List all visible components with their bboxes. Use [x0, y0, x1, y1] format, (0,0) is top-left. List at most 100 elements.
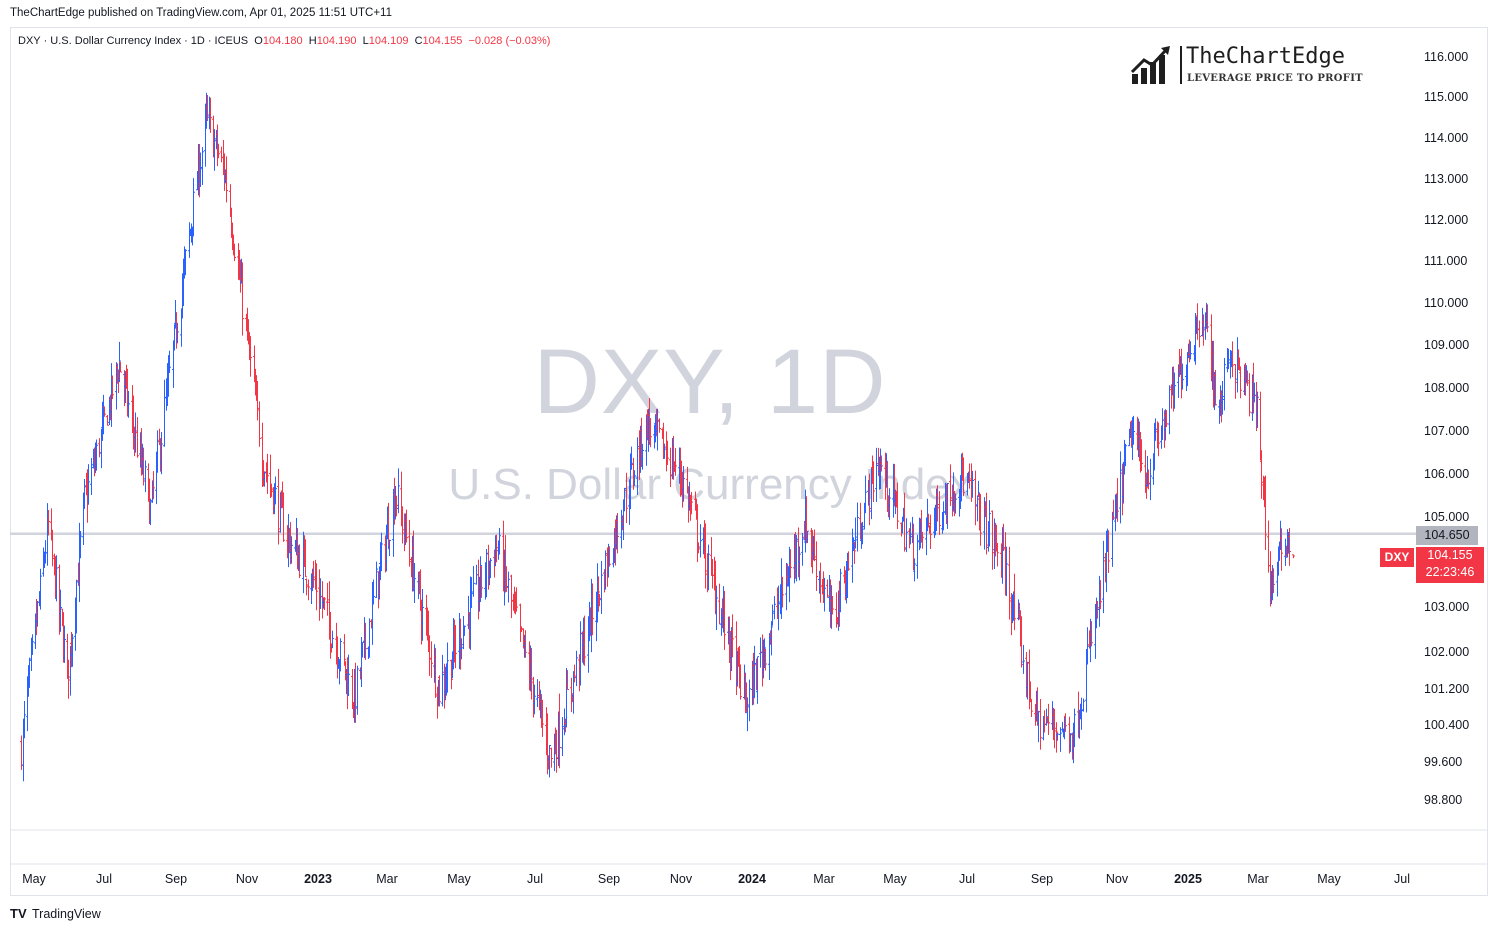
- ohlc-bar: [697, 542, 700, 554]
- ohlc-bar: [872, 461, 875, 502]
- ohlc-bar: [1198, 320, 1201, 348]
- ohlc-bar: [938, 491, 941, 535]
- ohlc-bar: [163, 379, 166, 447]
- ohlc-bar: [971, 470, 974, 498]
- ohlc-bar: [127, 391, 130, 418]
- ohlc-bar: [305, 578, 308, 596]
- time-tick-label: May: [883, 872, 907, 886]
- ohlc-bar: [225, 156, 228, 203]
- ohlc-bar: [1013, 573, 1016, 631]
- ohlc-bar: [213, 129, 216, 171]
- legend-symbol[interactable]: DXY: [18, 35, 41, 47]
- ohlc-bar: [347, 654, 350, 696]
- ohlc-bar: [1234, 363, 1237, 399]
- ohlc-bar: [298, 544, 301, 578]
- ohlc-bar: [136, 417, 139, 458]
- brand-name: TheChartEdge: [1186, 44, 1345, 69]
- ohlc-bar: [1124, 443, 1127, 467]
- ohlc-bar: [217, 143, 220, 159]
- ohlc-bar: [28, 657, 31, 688]
- ohlc-bar: [266, 453, 269, 494]
- ohlc-bar: [1239, 366, 1242, 399]
- price-tick-label: 101.200: [1424, 682, 1470, 696]
- ohlc-bar: [149, 498, 152, 526]
- ohlc-bar: [290, 536, 293, 564]
- symbol-price-tag: DXY: [1380, 548, 1414, 567]
- ohlc-bar: [968, 463, 971, 489]
- legend-open: 104.180: [262, 35, 303, 47]
- ohlc-bar: [176, 322, 179, 344]
- price-tick-label: 115.000: [1424, 90, 1469, 104]
- ohlc-bar: [823, 577, 826, 612]
- brand-divider: [1180, 46, 1182, 84]
- ohlc-bar: [1116, 478, 1119, 522]
- ohlc-bar: [604, 550, 607, 590]
- price-tick-label: 114.000: [1424, 131, 1469, 145]
- ohlc-bar: [95, 439, 98, 471]
- ohlc-bar: [401, 506, 404, 544]
- ohlc-bar: [1082, 698, 1085, 712]
- ohlc-bar: [1246, 370, 1249, 386]
- time-tick-label: Nov: [235, 872, 259, 886]
- legend-close: 104.155: [422, 35, 463, 47]
- price-tick-label: 110.000: [1424, 296, 1469, 310]
- ohlc-bar: [753, 645, 756, 698]
- last-price-value: 104.155: [1427, 548, 1473, 562]
- ohlc-bar: [331, 630, 334, 649]
- ohlc-bar: [1272, 568, 1275, 594]
- ohlc-bar: [103, 406, 106, 417]
- ohlc-bar: [430, 641, 433, 678]
- ohlc-bar: [861, 521, 864, 545]
- legend-high: 104.190: [316, 35, 357, 47]
- ohlc-bar: [134, 412, 137, 453]
- ohlc-bar: [421, 589, 424, 641]
- ohlc-bar: [277, 468, 280, 545]
- ohlc-bar: [454, 625, 457, 669]
- ohlc-bar: [813, 529, 816, 562]
- time-tick-label: Sep: [164, 872, 188, 886]
- ohlc-bar: [450, 659, 453, 690]
- ohlc-bar: [583, 615, 586, 666]
- ohlc-bars: [20, 92, 1295, 782]
- price-tick-label: 109.000: [1424, 338, 1470, 352]
- ohlc-bar: [304, 539, 307, 578]
- ohlc-bar: [485, 549, 488, 598]
- ohlc-bar: [974, 470, 977, 526]
- ohlc-bar: [47, 509, 50, 536]
- ohlc-bar: [909, 522, 912, 545]
- ohlc-bar: [1149, 458, 1152, 501]
- ohlc-bar: [875, 447, 878, 502]
- ohlc-bar: [1056, 732, 1059, 741]
- ohlc-bar: [789, 549, 792, 579]
- horizontal-line-price-tag: 104.650: [1416, 526, 1478, 545]
- ohlc-bar: [851, 528, 854, 583]
- ohlc-bar: [472, 565, 475, 597]
- brand-logo: TheChartEdge LEVERAGE PRICE TO PROFIT: [1130, 44, 1390, 88]
- ohlc-bar: [936, 485, 939, 522]
- ohlc-bar: [39, 568, 42, 610]
- ohlc-bar: [991, 510, 994, 570]
- ohlc-bar: [575, 650, 578, 687]
- ohlc-bar: [1231, 341, 1234, 378]
- time-tick-label: Mar: [1247, 872, 1269, 886]
- ohlc-bar: [715, 585, 718, 630]
- ohlc-bar: [839, 568, 842, 613]
- ohlc-bar: [566, 670, 569, 691]
- tradingview-footer[interactable]: TV TradingView: [10, 906, 101, 921]
- ohlc-bar: [67, 659, 70, 699]
- time-tick-label: 2025: [1174, 872, 1202, 886]
- ohlc-bar: [408, 519, 411, 567]
- chart-legend: DXY · U.S. Dollar Currency Index · 1D · ICEUS …: [18, 35, 551, 47]
- ohlc-bar: [856, 502, 859, 552]
- ohlc-bar: [106, 415, 109, 426]
- ohlc-bar: [896, 482, 899, 529]
- ohlc-bar: [1022, 645, 1025, 674]
- ohlc-bar: [87, 464, 90, 505]
- bar-countdown: 22:23:46: [1425, 565, 1475, 579]
- ohlc-bar: [649, 418, 652, 448]
- ohlc-bar: [985, 492, 988, 555]
- ohlc-bar: [343, 634, 346, 666]
- ohlc-bar: [524, 630, 527, 658]
- ohlc-bar: [1102, 540, 1105, 614]
